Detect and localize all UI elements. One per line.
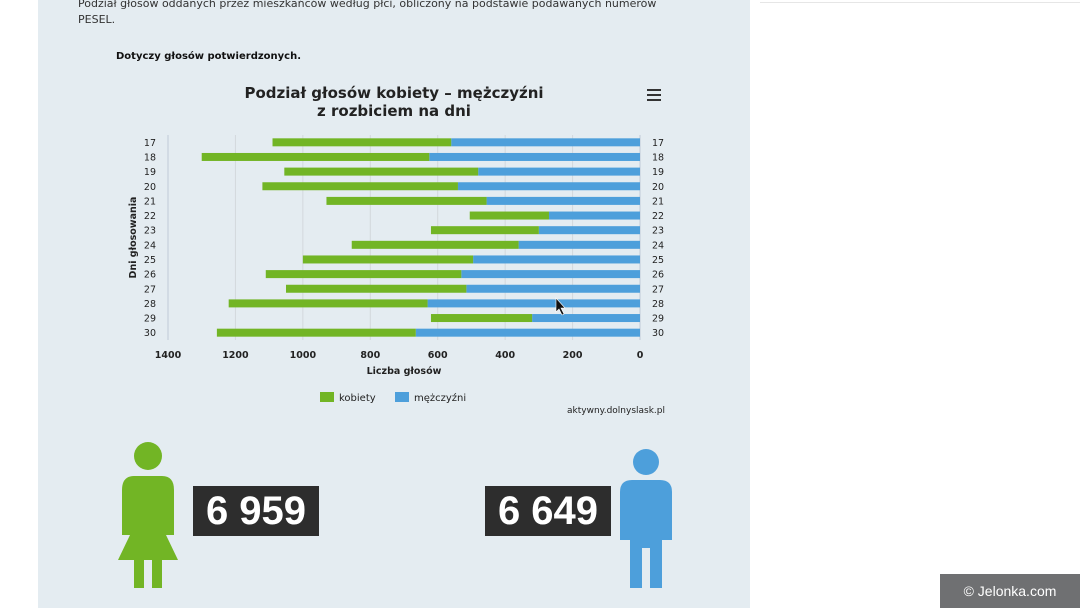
bar-women [272, 138, 452, 147]
y-tick-label-left: 20 [144, 182, 156, 193]
bar-women [351, 240, 519, 249]
y-axis-label: Dni głosowania [128, 197, 139, 279]
y-tick-label-right: 18 [652, 152, 664, 163]
bar-men [473, 255, 640, 264]
y-tick-label-left: 24 [144, 240, 156, 251]
legend-label-men: mężczyźni [414, 392, 466, 404]
watermark: © Jelonka.com [940, 574, 1080, 608]
x-tick-label: 1200 [222, 350, 249, 361]
women-total: 6 959 [193, 486, 319, 536]
chart-title: Podział głosów kobiety – mężczyźni z roz… [230, 84, 558, 120]
x-tick-label: 800 [360, 350, 380, 361]
bar-men [532, 314, 640, 323]
bar-women [201, 152, 430, 161]
y-tick-label-right: 28 [652, 299, 664, 310]
bar-men [427, 299, 640, 308]
bar-women [430, 314, 533, 323]
x-tick-label: 1400 [155, 350, 182, 361]
divider-line [760, 2, 1080, 3]
y-tick-label-left: 19 [144, 167, 156, 178]
bar-men [538, 226, 640, 235]
x-tick-label: 1000 [290, 350, 317, 361]
bar-women [216, 328, 416, 337]
y-tick-label-right: 23 [652, 226, 664, 237]
bar-women [286, 284, 467, 293]
x-tick-label: 0 [637, 350, 644, 361]
bar-men [478, 167, 640, 176]
legend-swatch-men [395, 392, 409, 402]
intro-text: Podział głosów oddanych przez mieszkańcó… [78, 0, 657, 26]
y-tick-label-right: 21 [652, 196, 664, 207]
bar-women [284, 167, 479, 176]
x-tick-label: 200 [563, 350, 583, 361]
y-tick-label-left: 23 [144, 226, 156, 237]
bar-men [429, 152, 640, 161]
legend-swatch-women [320, 392, 334, 402]
y-tick-label-left: 26 [144, 270, 156, 281]
bar-women [469, 211, 549, 220]
y-tick-label-right: 30 [652, 328, 664, 339]
y-tick-label-left: 21 [144, 196, 156, 207]
y-tick-label-left: 29 [144, 314, 156, 325]
y-tick-label-right: 22 [652, 211, 664, 222]
y-tick-label-left: 17 [144, 138, 156, 149]
bar-women [326, 196, 487, 205]
y-tick-label-right: 24 [652, 240, 664, 251]
x-tick-label: 600 [428, 350, 448, 361]
men-total: 6 649 [485, 486, 611, 536]
y-tick-label-right: 29 [652, 314, 664, 325]
bar-men [461, 270, 640, 279]
bar-men [451, 138, 640, 147]
y-tick-label-right: 26 [652, 270, 664, 281]
y-tick-label-left: 25 [144, 255, 156, 266]
male-figure-icon [620, 449, 672, 588]
mouse-cursor-icon [555, 297, 566, 316]
y-tick-label-right: 17 [652, 138, 664, 149]
y-tick-label-left: 18 [144, 152, 156, 163]
y-tick-label-right: 20 [652, 182, 664, 193]
bar-men [548, 211, 640, 220]
female-figure-icon [118, 442, 178, 588]
x-tick-label: 400 [495, 350, 515, 361]
y-tick-label-right: 27 [652, 284, 664, 295]
bar-men [415, 328, 640, 337]
credit-text: aktywny.dolnyslask.pl [567, 406, 665, 416]
bar-men [518, 240, 640, 249]
bar-men [466, 284, 640, 293]
legend-label-women: kobiety [339, 393, 376, 404]
y-tick-label-left: 28 [144, 299, 156, 310]
chart-title-line2: z rozbiciem na dni [317, 102, 471, 120]
chart-title-line1: Podział głosów kobiety – mężczyźni [244, 84, 544, 102]
confirmed-votes-note: Dotyczy głosów potwierdzonych. [116, 51, 302, 62]
hamburger-menu-icon[interactable] [644, 86, 664, 104]
y-tick-label-left: 22 [144, 211, 156, 222]
bar-women [302, 255, 474, 264]
bar-women [262, 182, 458, 191]
bar-men [457, 182, 640, 191]
y-tick-label-right: 25 [652, 255, 664, 266]
y-tick-label-right: 19 [652, 167, 664, 178]
bar-women [430, 226, 539, 235]
bar-women [265, 270, 462, 279]
bar-men [486, 196, 640, 205]
x-axis-label: Liczba głosów [367, 366, 442, 377]
bar-women [228, 299, 428, 308]
y-tick-label-left: 27 [144, 284, 156, 295]
y-tick-label-left: 30 [144, 328, 156, 339]
